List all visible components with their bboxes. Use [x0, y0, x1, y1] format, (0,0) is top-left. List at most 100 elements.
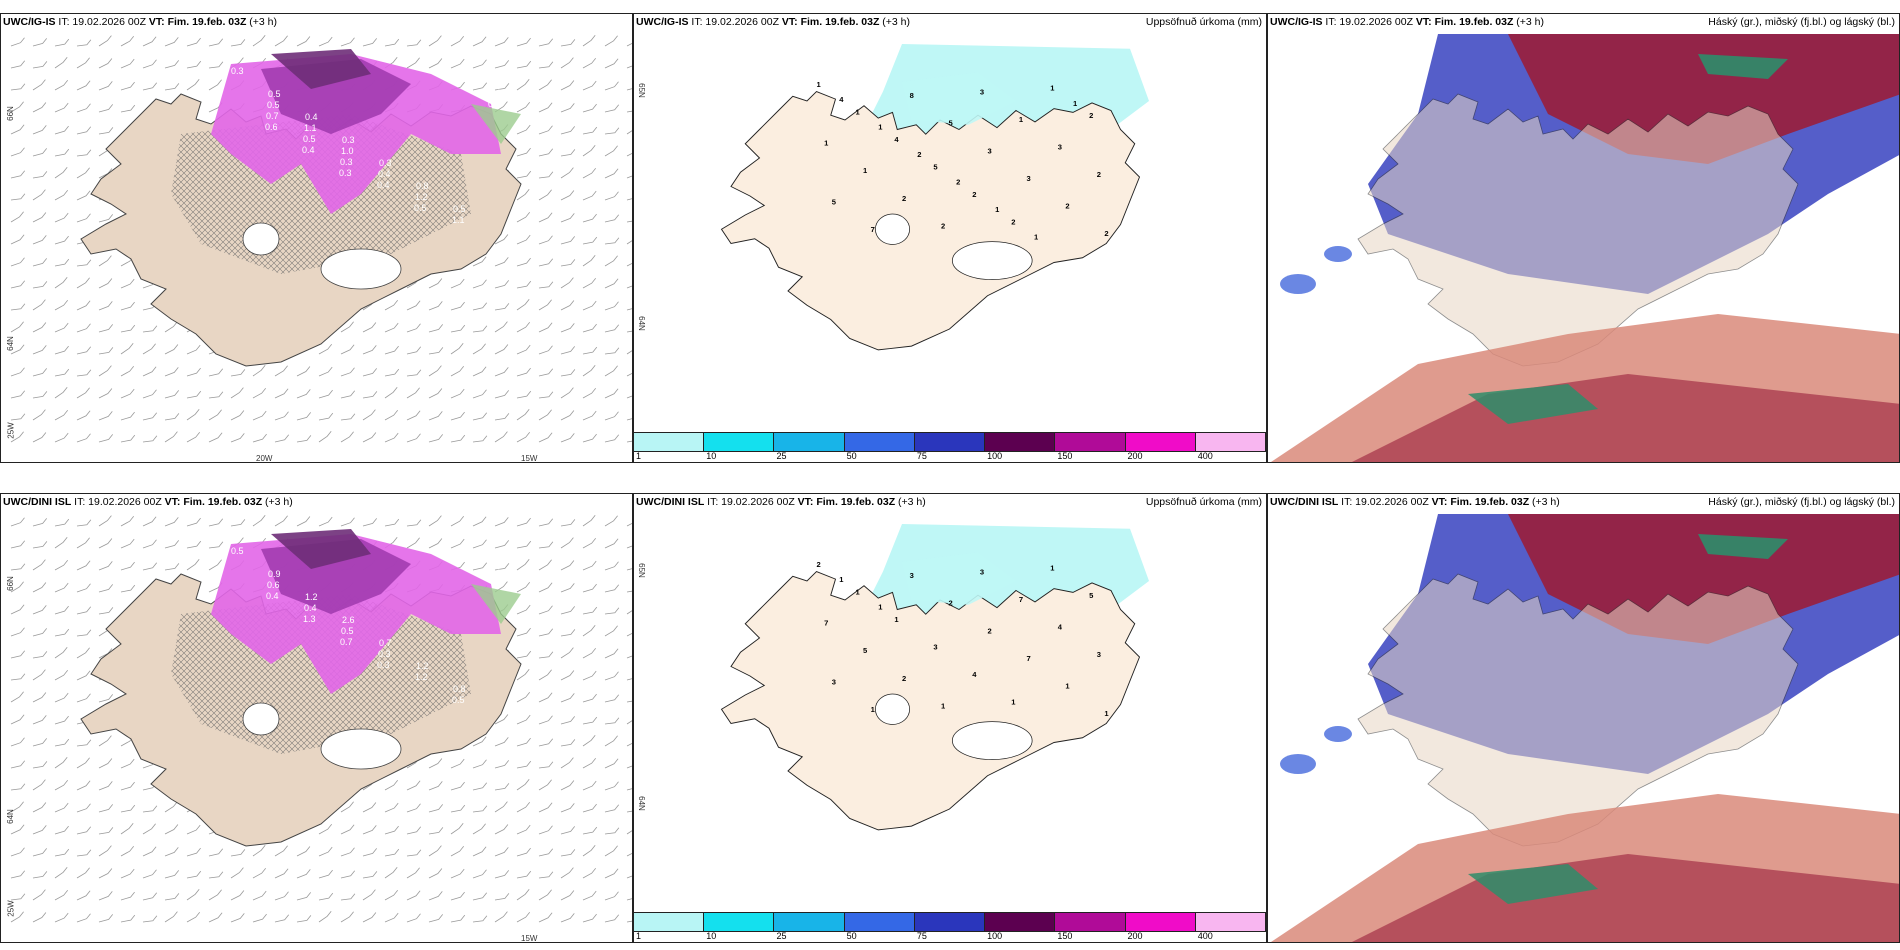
legend-swatch [1195, 913, 1266, 931]
precip-amount-label: 4 [839, 95, 844, 104]
precip-amount-label: 2 [972, 190, 976, 199]
precip-value-label: 0.8 [490, 77, 503, 87]
precip-amount-label: 1 [1073, 99, 1078, 108]
precip-amount-label: 1 [863, 166, 868, 175]
lat-label: 66N [5, 576, 15, 591]
precip-value-label: 1.1 [304, 123, 317, 133]
glacier [242, 702, 280, 736]
precip-value-label: 1.2 [416, 661, 429, 671]
precip-max [271, 49, 371, 89]
legend-tick-label: 25 [776, 451, 787, 461]
precip-amount-label: 3 [933, 642, 937, 651]
precip-value-label: 0.3 [378, 649, 391, 659]
precip-amount-label: 2 [1089, 111, 1093, 120]
lon-label: 20W [256, 454, 273, 463]
precip-value-label: 0.8 [416, 181, 429, 191]
precip-amount-label: 7 [1026, 654, 1030, 663]
legend-tick-label: 1 [636, 931, 642, 941]
panel-title: UWC/DINI ISL IT: 19.02.2026 00Z VT: Fim.… [636, 496, 926, 508]
precip-amount-label: 2 [917, 150, 921, 159]
precip-amount-label: 3 [980, 87, 984, 96]
precip-area-coast [902, 72, 1016, 125]
glacier [242, 222, 280, 256]
precip-value-label: 1.2 [305, 592, 318, 602]
legend-swatch [1055, 913, 1126, 931]
precip-amount-label: 1 [941, 701, 946, 710]
precip-amount-label: 1 [817, 80, 822, 89]
legend-tick-label: 400 [1197, 931, 1213, 941]
precip-amount-label: 2 [902, 674, 906, 683]
precip-value-label: 0.7 [266, 111, 279, 121]
iceland-group: 2 1 1 3 4 1 1 5 7 5 2 1 3 7 4 3 3 1 3 2 2 7 1 1 1 1 [720, 524, 1149, 831]
legend-swatch [914, 433, 986, 451]
legend-swatch [634, 433, 705, 451]
wind-precip-map: 0.30.50.40.30.30.80.50.80.51.11.00.41.21… [1, 34, 632, 462]
precip-amount-label: 5 [1089, 591, 1094, 600]
low-cloud-area [1698, 54, 1788, 79]
precip-amount-label: 2 [956, 178, 960, 187]
precip-amount-label: 1 [1065, 681, 1070, 690]
legend-tick-label: 200 [1127, 451, 1143, 461]
lat-label: 64N [636, 316, 646, 331]
precip-value-label: 1.2 [415, 192, 428, 202]
precip-amount-label: 4 [972, 670, 977, 679]
accumulated-precip-map: 1 1 4 5 2 2 1 2 1 1 2 2 3 1 3 2 5 7 8 5 3 3 2 2 4 1 2 2 1 1 1 [634, 34, 1266, 432]
iceland-land [1357, 93, 1799, 367]
cloud-panel-igis: UWC/IG-IS IT: 19.02.2026 00Z VT: Fim. 19… [1267, 13, 1900, 463]
iceland-group: 1 1 4 5 2 2 1 2 1 1 2 2 3 1 3 2 5 7 8 5 3 3 2 2 4 1 2 2 1 1 1 [720, 44, 1149, 351]
precip-amount-label: 1 [1050, 564, 1055, 573]
precip-value-label: 0.5 [231, 546, 244, 556]
glacier [320, 248, 402, 290]
precip-value-label: 0.3 [339, 168, 352, 178]
legend-tick-label: 50 [846, 931, 857, 941]
precip-amount-label: 2 [988, 626, 992, 635]
precip-value-label: 0.5 [268, 89, 281, 99]
precip-value-label: 0.4 [302, 145, 315, 155]
precip-max [271, 529, 371, 569]
lon-label: 15W [521, 454, 538, 463]
panel-title: UWC/DINI ISL IT: 19.02.2026 00Z VT: Fim.… [1270, 496, 1560, 508]
legend-tick-label: 100 [987, 451, 1003, 461]
precip-amount-label: 2 [941, 221, 945, 230]
iceland-land [720, 570, 1141, 831]
precip-value-label: 1.2 [415, 672, 428, 682]
iceland-land [720, 90, 1141, 351]
precip-amount-label: 1 [824, 139, 829, 148]
precip-amount-label: 5 [863, 646, 868, 655]
legend-tick-label: 150 [1057, 931, 1073, 941]
precip-amount-label: 3 [988, 146, 992, 155]
south-low-cloud [1468, 384, 1598, 424]
cloud-patch [1280, 274, 1316, 294]
high-cloud-area [1508, 34, 1899, 164]
precip-value-label: 1.0 [489, 88, 502, 98]
precip-value-label: 0.8 [451, 76, 464, 86]
wind-panel-igis: UWC/IG-IS IT: 19.02.2026 00Z VT: Fim. 19… [0, 13, 633, 463]
precip-value-label: 1.1 [452, 215, 465, 225]
glacier [951, 241, 1033, 280]
precip-value-label: 0.4 [304, 603, 317, 613]
legend-tick-label: 75 [916, 931, 927, 941]
precip-value-label: 0.4 [377, 180, 390, 190]
low-cloud-area [1698, 534, 1788, 559]
precip-amount-label: 1 [878, 603, 883, 612]
legend-swatch [1055, 433, 1126, 451]
legend-swatch [1125, 433, 1196, 451]
precip-amount-label: 2 [1065, 201, 1069, 210]
lat-label: 64N [636, 796, 646, 811]
legend-swatch [1125, 913, 1196, 931]
precip-amount-label: 8 [910, 91, 914, 100]
precip-panel-dini: UWC/DINI ISL IT: 19.02.2026 00Z VT: Fim.… [633, 493, 1267, 943]
precip-value-label: 0.5 [452, 695, 465, 705]
lat-label: 66N [5, 106, 15, 121]
precip-amount-label: 2 [902, 194, 906, 203]
precip-value-label: 0.4 [305, 112, 318, 122]
precip-amount-label: 4 [894, 135, 899, 144]
cloud-cover-map [1268, 514, 1899, 942]
iceland-group [1357, 93, 1799, 367]
precip-amount-label: 1 [995, 205, 1000, 214]
panel-subtitle: Uppsöfnuð úrkoma (mm) [1145, 16, 1262, 28]
legend-swatch [844, 913, 915, 931]
precip-value-label: 1.5 [490, 557, 503, 567]
precip-amount-label: 2 [1097, 170, 1101, 179]
lon-label: 25W [6, 900, 16, 917]
